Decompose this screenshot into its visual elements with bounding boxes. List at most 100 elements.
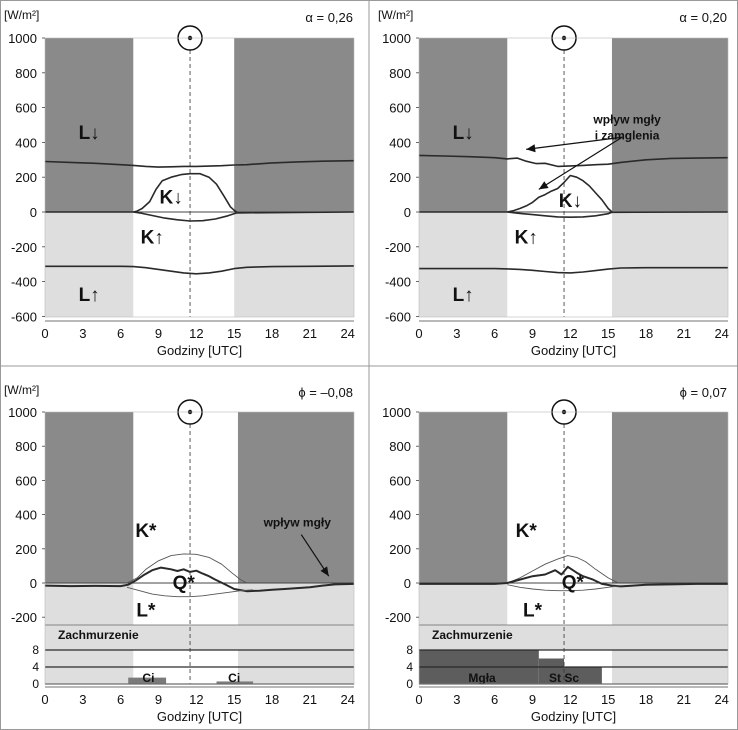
cloud-bar-label: Mgła bbox=[468, 671, 496, 685]
x-tick-label: 6 bbox=[117, 326, 124, 341]
x-tick-label: 9 bbox=[155, 326, 162, 341]
night-shade bbox=[234, 38, 354, 212]
y-tick-label: 200 bbox=[389, 170, 411, 185]
y-tick-label: -400 bbox=[11, 275, 37, 290]
annotation-arrow bbox=[526, 136, 623, 150]
panel-top-left: 1000 800 600 400 200 0 -200 -400 -600 0 3 6 9 12 15 18 2… bbox=[4, 8, 355, 358]
plot-frame bbox=[418, 411, 729, 685]
y-tick-label: 600 bbox=[389, 101, 411, 116]
series-line bbox=[45, 211, 355, 222]
y-tick-label: 1000 bbox=[8, 405, 37, 420]
x-tick-label: 12 bbox=[189, 692, 203, 707]
x-tick-label: 3 bbox=[453, 326, 460, 341]
y-tick-label: -600 bbox=[385, 309, 411, 324]
night-shade bbox=[419, 38, 508, 212]
day-lower-area bbox=[133, 212, 235, 317]
curve-label: L↓ bbox=[79, 123, 100, 144]
parameter-label: ϕ = 0,07 bbox=[680, 385, 727, 400]
y-tick-label: 400 bbox=[389, 135, 411, 150]
unit-label: [W/m²] bbox=[4, 383, 39, 397]
x-tick-label: 24 bbox=[714, 692, 728, 707]
annotation-arrowhead bbox=[526, 144, 536, 153]
day-lower-area bbox=[507, 212, 612, 317]
series-line bbox=[419, 565, 728, 588]
y-tick-label: 800 bbox=[15, 439, 37, 454]
curve-label: L↑ bbox=[453, 285, 474, 306]
y-tick-label: 400 bbox=[389, 508, 411, 523]
x-tick-label: 18 bbox=[639, 692, 653, 707]
x-axis-label: Godziny [UTC] bbox=[157, 709, 242, 724]
y-tick-label: 600 bbox=[15, 473, 37, 488]
y-tick-label: 400 bbox=[15, 135, 37, 150]
series-line bbox=[126, 586, 254, 598]
x-tick-label: 21 bbox=[303, 692, 317, 707]
x-tick-label: 3 bbox=[79, 326, 86, 341]
x-tick-label: 6 bbox=[117, 692, 124, 707]
cloud-scale-label: 0 bbox=[32, 677, 39, 691]
y-tick-label: 800 bbox=[389, 66, 411, 81]
x-tick-label: 6 bbox=[491, 692, 498, 707]
cloud-title: Zachmurzenie bbox=[432, 628, 513, 642]
cloud-bar bbox=[564, 667, 602, 684]
x-axis-label: Godziny [UTC] bbox=[531, 343, 616, 358]
parameter-label: ϕ = –0,08 bbox=[298, 385, 353, 400]
y-tick-label: 200 bbox=[15, 542, 37, 557]
x-tick-label: 0 bbox=[415, 326, 422, 341]
curve-label: L↓ bbox=[453, 123, 474, 144]
curve-label: K↑ bbox=[515, 227, 538, 248]
x-tick-label: 9 bbox=[529, 326, 536, 341]
x-tick-label: 15 bbox=[601, 326, 615, 341]
x-tick-label: 24 bbox=[340, 692, 354, 707]
cloud-bar-label: Ci bbox=[142, 671, 154, 685]
y-tick-label: 800 bbox=[15, 66, 37, 81]
day-lower-area bbox=[133, 583, 238, 625]
x-tick-label: 18 bbox=[265, 692, 279, 707]
curve-label: L* bbox=[523, 601, 543, 622]
series-line bbox=[126, 553, 248, 584]
x-tick-label: 9 bbox=[155, 692, 162, 707]
x-tick-label: 21 bbox=[677, 326, 691, 341]
parameter-label: α = 0,20 bbox=[679, 10, 727, 25]
y-tick-label: -400 bbox=[385, 275, 411, 290]
curve-label: K↓ bbox=[160, 187, 183, 208]
unit-label: [W/m²] bbox=[378, 8, 413, 22]
y-tick-label: 0 bbox=[30, 576, 37, 591]
cloud-scale-label: 4 bbox=[406, 660, 413, 674]
night-shade bbox=[45, 38, 134, 212]
unit-label: [W/m²] bbox=[4, 8, 39, 22]
x-tick-label: 0 bbox=[415, 692, 422, 707]
y-tick-label: 1000 bbox=[382, 405, 411, 420]
annotation-text: wpływ mgły bbox=[592, 112, 661, 126]
x-tick-label: 15 bbox=[227, 326, 241, 341]
annotation-arrowhead bbox=[320, 566, 329, 577]
y-tick-label: 800 bbox=[389, 439, 411, 454]
x-tick-label: 0 bbox=[41, 326, 48, 341]
series-line bbox=[507, 584, 621, 592]
curve-label: Q* bbox=[562, 572, 585, 593]
annotation-arrowhead bbox=[538, 181, 549, 190]
curve-label: K↓ bbox=[559, 191, 582, 212]
series-line bbox=[419, 211, 729, 218]
y-tick-label: -200 bbox=[11, 610, 37, 625]
annotation-text: i zamglenia bbox=[595, 128, 660, 142]
parameter-label: α = 0,26 bbox=[305, 10, 353, 25]
y-tick-label: 600 bbox=[389, 473, 411, 488]
y-tick-label: 0 bbox=[30, 205, 37, 220]
night-shade bbox=[45, 412, 134, 583]
x-tick-label: 15 bbox=[227, 692, 241, 707]
x-tick-label: 12 bbox=[563, 692, 577, 707]
night-shade bbox=[611, 38, 728, 212]
x-axis-label: Godziny [UTC] bbox=[531, 709, 616, 724]
series-line bbox=[507, 174, 613, 213]
curve-label: K* bbox=[135, 521, 157, 542]
x-tick-label: 18 bbox=[265, 326, 279, 341]
x-tick-label: 12 bbox=[563, 326, 577, 341]
series-line bbox=[45, 265, 355, 275]
x-tick-label: 3 bbox=[453, 692, 460, 707]
x-tick-label: 3 bbox=[79, 692, 86, 707]
series-line bbox=[507, 555, 619, 584]
y-tick-label: 0 bbox=[404, 205, 411, 220]
curve-label: K* bbox=[516, 521, 538, 542]
